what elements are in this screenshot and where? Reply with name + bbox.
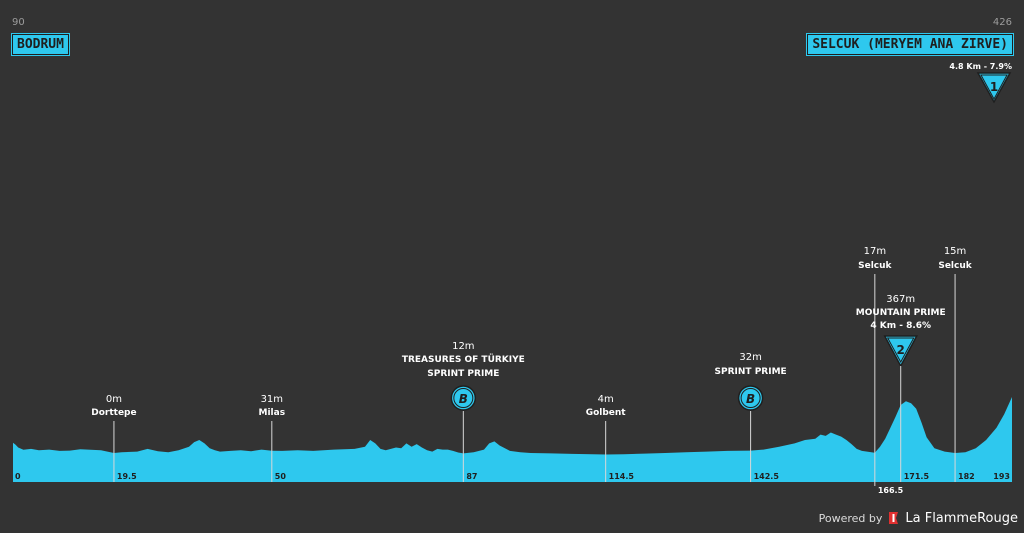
point-altitude-label: 31m xyxy=(261,394,283,405)
point-name-label-2: SPRINT PRIME xyxy=(427,369,499,379)
kom-badge-icon xyxy=(883,335,918,368)
finish-climb-info: 4.8 Km - 7.9% xyxy=(949,62,1012,71)
point-name-label: Dorttepe xyxy=(91,408,136,418)
point-name-label: TREASURES OF TÜRKIYE xyxy=(402,354,525,365)
finish-kom-badge-icon xyxy=(976,72,1012,104)
start-town-label: BODRUM xyxy=(12,34,69,55)
km-tick-label: 114.5 xyxy=(609,472,635,481)
flamme-rouge-logo-icon xyxy=(889,512,899,524)
km-tick-label: 182 xyxy=(958,472,975,481)
km-tick-label: 50 xyxy=(275,472,287,481)
powered-by-label: Powered by xyxy=(818,511,883,525)
profile-point-5: 17m Selcuk xyxy=(858,246,893,482)
km-tick-label: 87 xyxy=(466,472,477,481)
point-name-label: Selcuk xyxy=(858,261,892,271)
km-tick-label: 19.5 xyxy=(117,472,137,481)
point-altitude-label: 17m xyxy=(864,246,886,257)
bonus-sprint-badge-icon xyxy=(737,385,764,411)
point-name-label-2: 4 Km - 8.6% xyxy=(870,321,931,331)
kom-badge-number: 2 xyxy=(897,343,905,357)
point-altitude-label: 15m xyxy=(944,246,966,257)
start-altitude: 90 xyxy=(12,17,25,28)
profile-point-1: 31m Milas xyxy=(259,394,286,482)
point-name-label: SPRINT PRIME xyxy=(715,367,787,377)
point-altitude-label: 12m xyxy=(452,341,474,352)
point-name-label: Milas xyxy=(259,408,286,418)
point-name-label: Golbent xyxy=(586,408,627,418)
profile-point-0: 0m Dorttepe xyxy=(91,394,137,482)
point-altitude-label: 0m xyxy=(106,394,122,405)
profile-point-6: 367m MOUNTAIN PRIME 4 Km - 8.6% 2 xyxy=(856,294,946,482)
km-tick-label: 0 xyxy=(15,472,21,481)
profile-point-4: 32m SPRINT PRIME B xyxy=(715,352,787,482)
brand-name: La FlammeRouge xyxy=(905,510,1018,526)
profile-point-3: 4m Golbent xyxy=(586,394,627,482)
bonus-badge-letter: B xyxy=(459,392,468,406)
bonus-badge-letter: B xyxy=(746,392,755,406)
point-altitude-label: 32m xyxy=(739,352,761,363)
finish-kom-number: 1 xyxy=(990,80,998,94)
footer: Powered by La FlammeRouge xyxy=(819,503,1024,533)
bonus-sprint-badge-icon xyxy=(450,385,477,411)
finish-town-label: SELCUK (MERYEM ANA ZIRVE) xyxy=(807,34,1013,55)
km-tick-label: 193 xyxy=(993,472,1010,481)
elevation-profile-area xyxy=(13,397,1012,482)
km-tick-label: 166.5 xyxy=(878,486,904,495)
point-name-label: MOUNTAIN PRIME xyxy=(856,308,946,318)
point-altitude-label: 4m xyxy=(598,394,614,405)
finish-altitude: 426 xyxy=(992,17,1012,28)
point-altitude-label: 367m xyxy=(886,294,915,305)
km-tick-label: 142.5 xyxy=(754,472,780,481)
profile-point-7: 15m Selcuk xyxy=(938,246,973,482)
km-tick-label: 171.5 xyxy=(904,472,930,481)
point-name-label: Selcuk xyxy=(938,261,972,271)
profile-point-2: 12m TREASURES OF TÜRKIYE SPRINT PRIME B xyxy=(402,341,525,482)
